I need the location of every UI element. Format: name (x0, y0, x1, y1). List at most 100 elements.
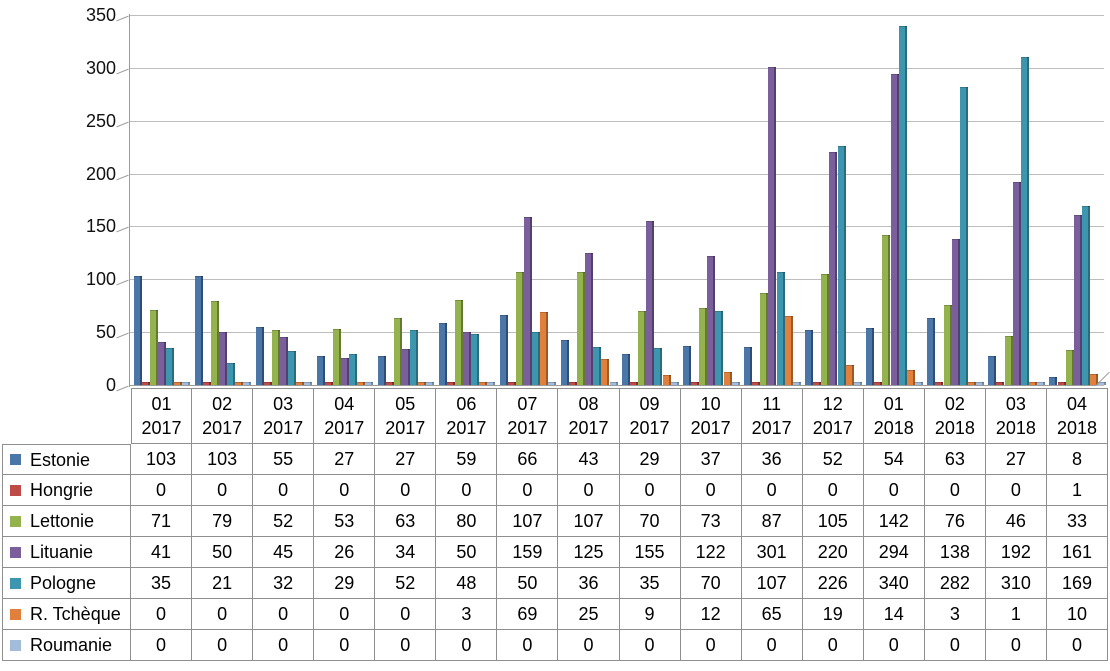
bar-estonie (866, 328, 875, 385)
bar-roumanie (1098, 382, 1107, 385)
value-cell: 12 (680, 599, 742, 630)
series-label-cell: Lettonie (2, 506, 131, 537)
gridline (129, 226, 1104, 228)
month-label: 03 (273, 394, 294, 414)
value-cell: 0 (192, 475, 254, 506)
bar-hongrie (691, 382, 700, 385)
value-cell: 55 (253, 444, 315, 475)
value-cell: 161 (1046, 537, 1108, 568)
value-cell: 48 (436, 568, 498, 599)
bar-estonie (255, 327, 264, 385)
table-row-estonie: Estonie 103 103 55 27 27 59 66 43 29 37 36 52 54 63 27 8 (2, 444, 1108, 475)
month-label: 01 (883, 394, 904, 414)
value-cell: 0 (741, 475, 803, 506)
bar-lettonie (1004, 336, 1013, 385)
value-cell: 9 (619, 599, 681, 630)
value-cell: 59 (436, 444, 498, 475)
bar-lituanie (707, 256, 716, 385)
bar-pologne (898, 26, 907, 385)
value-cell: 0 (253, 475, 315, 506)
bar-r-tcheque (723, 372, 732, 385)
bar-hongrie (141, 382, 150, 385)
bar-roumanie (426, 382, 435, 385)
y-axis-label: 250 (85, 110, 116, 131)
series-name: Pologne (30, 573, 97, 593)
month-label: 06 (456, 394, 477, 414)
series-label-cell: Hongrie (2, 475, 131, 506)
bar-roumanie (853, 382, 862, 385)
bar-lituanie (340, 358, 349, 385)
value-cell: 50 (497, 568, 559, 599)
bar-pologne (471, 334, 480, 385)
bar-hongrie (752, 382, 761, 385)
bar-lettonie (210, 301, 219, 385)
value-cell: 70 (619, 506, 681, 537)
bar-lettonie (882, 235, 891, 385)
value-cell: 0 (375, 475, 437, 506)
series-name: Lituanie (30, 542, 94, 562)
bar-r-tcheque (784, 316, 793, 385)
value-cell: 0 (558, 475, 620, 506)
bar-lettonie (577, 272, 586, 385)
value-cell: 122 (680, 537, 742, 568)
bar-pologne (715, 311, 724, 385)
y-axis-tick (116, 174, 129, 180)
year-label: 2017 (263, 418, 304, 438)
legend-swatch-lituanie (10, 546, 21, 558)
value-cell: 41 (131, 537, 193, 568)
bar-roumanie (731, 382, 740, 385)
month-header: 03 2018 (985, 388, 1047, 444)
legend-swatch-estonie (10, 454, 21, 465)
value-cell: 66 (497, 444, 559, 475)
value-cell: 107 (558, 506, 620, 537)
bar-pologne (165, 348, 174, 385)
bar-hongrie (935, 382, 944, 385)
y-axis-label: 300 (85, 57, 116, 78)
value-cell: 294 (863, 537, 925, 568)
bar-estonie (194, 276, 203, 385)
bar-roumanie (487, 382, 496, 385)
bar-estonie (622, 354, 630, 385)
value-cell: 50 (192, 537, 254, 568)
value-cell: 19 (802, 599, 864, 630)
bar-lituanie (463, 332, 472, 385)
value-cell: 71 (131, 506, 193, 537)
month-label: 05 (395, 394, 416, 414)
value-cell: 0 (1046, 630, 1108, 661)
bar-r-tcheque (296, 382, 305, 385)
y-axis-line (129, 14, 130, 387)
value-cell: 73 (680, 506, 742, 537)
value-cell: 27 (314, 444, 376, 475)
value-cell: 70 (680, 568, 742, 599)
value-cell: 105 (802, 506, 864, 537)
year-label: 2017 (812, 418, 853, 438)
value-cell: 32 (253, 568, 315, 599)
value-cell: 0 (131, 630, 193, 661)
bar-roumanie (1036, 382, 1045, 385)
table-header-row: 01 2017 02 2017 03 2017 04 2017 05 2017 06 2017 07 20… (2, 388, 1108, 444)
value-cell: 0 (497, 630, 559, 661)
value-cell: 0 (253, 630, 315, 661)
bar-hongrie (569, 382, 578, 385)
value-cell: 125 (558, 537, 620, 568)
bar-hongrie (202, 382, 211, 385)
table-corner-spacer (2, 388, 131, 444)
series-name: R. Tchèque (30, 604, 121, 624)
bar-estonie (438, 323, 447, 385)
bar-roumanie (243, 382, 252, 385)
legend-swatch-hongrie (10, 484, 21, 496)
value-cell: 310 (985, 568, 1047, 599)
value-cell: 0 (619, 475, 681, 506)
year-label: 2017 (446, 418, 487, 438)
value-cell: 29 (314, 568, 376, 599)
value-cell: 33 (1046, 506, 1108, 537)
value-cell: 26 (314, 537, 376, 568)
value-cell: 0 (253, 599, 315, 630)
bar-roumanie (792, 382, 801, 385)
value-cell: 0 (741, 630, 803, 661)
bar-estonie (805, 330, 814, 385)
month-label: 08 (578, 394, 599, 414)
month-header: 12 2017 (802, 388, 864, 444)
bar-hongrie (324, 382, 333, 385)
value-cell: 220 (802, 537, 864, 568)
